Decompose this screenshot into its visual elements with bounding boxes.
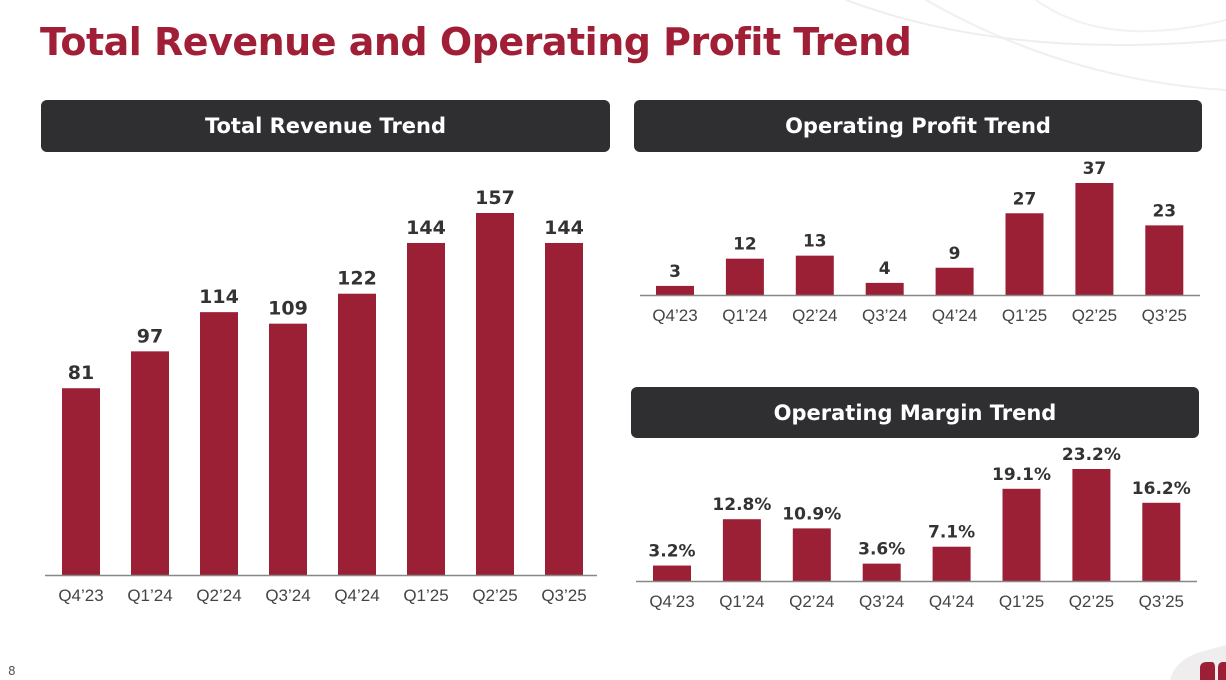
data-label: 12.8%	[712, 495, 771, 515]
bar	[862, 563, 901, 581]
profit-chart-header: Operating Profit Trend	[634, 100, 1202, 152]
data-label: 122	[337, 268, 377, 290]
page-title: Total Revenue and Operating Profit Trend	[40, 20, 912, 64]
bar	[1002, 488, 1041, 581]
data-label: 23	[1152, 201, 1176, 221]
bar	[545, 242, 583, 575]
x-tick-label: Q1’25	[403, 586, 448, 605]
data-label: 157	[475, 187, 515, 209]
x-tick-label: Q3’24	[862, 306, 907, 325]
x-tick-label: Q2’25	[1069, 592, 1114, 611]
data-label: 37	[1083, 159, 1107, 179]
x-tick-label: Q1’24	[719, 592, 764, 611]
x-tick-label: Q4’24	[334, 586, 379, 605]
margin-chart-header: Operating Margin Trend	[631, 387, 1199, 438]
x-tick-label: Q4’23	[652, 306, 697, 325]
bar	[407, 242, 445, 575]
bar	[62, 388, 100, 575]
bar	[653, 565, 691, 581]
data-label: 16.2%	[1132, 479, 1191, 499]
x-tick-label: Q2’24	[792, 306, 837, 325]
x-tick-label: Q1’24	[127, 586, 172, 605]
x-tick-label: Q1’24	[722, 306, 767, 325]
bar	[932, 546, 971, 581]
revenue-chart-header: Total Revenue Trend	[41, 100, 610, 152]
x-tick-label: Q2’24	[789, 592, 834, 611]
x-tick-label: Q3’25	[541, 586, 586, 605]
x-tick-label: Q1’25	[1002, 306, 1047, 325]
data-label: 4	[879, 259, 891, 279]
bar	[795, 255, 834, 295]
data-label: 97	[137, 325, 163, 347]
bar	[722, 519, 761, 581]
company-logo	[1170, 645, 1226, 680]
x-tick-label: Q3’25	[1139, 592, 1184, 611]
decorative-background-lines	[845, 0, 1226, 91]
bar	[200, 312, 238, 575]
bar	[1145, 225, 1184, 295]
bar	[269, 323, 307, 575]
x-tick-label: Q2’25	[472, 586, 517, 605]
x-tick-label: Q2’25	[1072, 306, 1117, 325]
data-label: 23.2%	[1062, 445, 1121, 465]
data-label: 144	[406, 217, 446, 239]
bar	[476, 213, 514, 575]
data-label: 13	[803, 232, 827, 252]
data-label: 81	[68, 362, 94, 384]
data-label: 27	[1013, 189, 1037, 209]
x-tick-label: Q4’23	[649, 592, 694, 611]
bar	[865, 282, 904, 295]
data-label: 19.1%	[992, 465, 1051, 485]
data-label: 10.9%	[782, 504, 841, 524]
bar	[1142, 502, 1181, 581]
data-label: 144	[544, 217, 584, 239]
bar	[131, 351, 169, 575]
page-number: 8	[8, 664, 16, 678]
bar	[1005, 213, 1044, 295]
data-label: 3.2%	[648, 542, 695, 562]
x-tick-label: Q3’25	[1142, 306, 1187, 325]
data-label: 12	[733, 235, 757, 255]
bar	[935, 267, 974, 295]
x-tick-label: Q2’24	[196, 586, 241, 605]
data-label: 3	[669, 262, 681, 282]
bar	[338, 293, 376, 575]
x-tick-label: Q4’24	[932, 306, 977, 325]
bar	[1072, 469, 1111, 581]
data-label: 114	[199, 286, 239, 308]
x-tick-label: Q3’24	[859, 592, 904, 611]
x-tick-label: Q1’25	[999, 592, 1044, 611]
bar	[656, 285, 694, 295]
data-label: 109	[268, 298, 308, 320]
x-tick-label: Q4’24	[929, 592, 974, 611]
data-label: 9	[949, 244, 961, 264]
data-label: 3.6%	[858, 540, 905, 560]
x-tick-label: Q4’23	[58, 586, 103, 605]
bar	[792, 528, 831, 581]
x-tick-label: Q3’24	[265, 586, 310, 605]
bar	[725, 258, 764, 295]
bar	[1075, 183, 1114, 295]
data-label: 7.1%	[928, 523, 975, 543]
